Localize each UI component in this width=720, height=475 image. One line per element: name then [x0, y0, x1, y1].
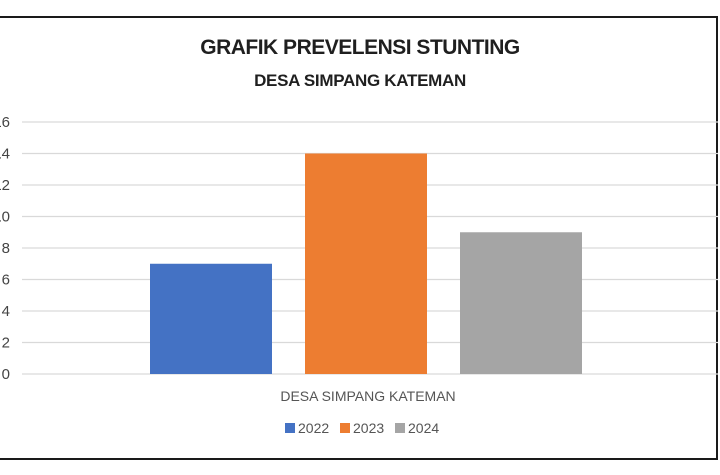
legend: 2022 2023 2024	[285, 420, 439, 436]
legend-swatch-2024	[395, 423, 405, 433]
legend-label-2022: 2022	[298, 420, 329, 436]
bars	[150, 153, 582, 374]
chart-subtitle: DESA SIMPANG KATEMAN	[254, 71, 466, 90]
x-axis-categories: DESA SIMPANG KATEMAN	[280, 388, 455, 404]
bar-2022	[150, 263, 272, 374]
chart-title: GRAFIK PREVELENSI STUNTING	[200, 36, 520, 59]
y-tick-label: 14	[0, 146, 10, 163]
legend-swatch-2022	[285, 423, 295, 433]
y-tick-label: 10	[0, 209, 10, 226]
x-category-label: DESA SIMPANG KATEMAN	[280, 388, 455, 404]
y-tick-label: 8	[2, 240, 10, 257]
bar-2023	[305, 153, 427, 374]
y-tick-label: 0	[2, 366, 10, 383]
y-tick-label: 12	[0, 177, 10, 194]
y-tick-label: 6	[2, 272, 10, 289]
y-axis-ticks: 0 2 4 6 8 10 12 14 16	[0, 114, 10, 383]
legend-label-2024: 2024	[408, 420, 439, 436]
chart-frame	[0, 16, 718, 460]
y-tick-label: 16	[0, 114, 10, 131]
legend-label-2023: 2023	[353, 420, 384, 436]
y-tick-label: 4	[2, 303, 10, 320]
y-tick-label: 2	[2, 335, 10, 352]
legend-swatch-2023	[340, 423, 350, 433]
bar-2024	[460, 232, 582, 374]
